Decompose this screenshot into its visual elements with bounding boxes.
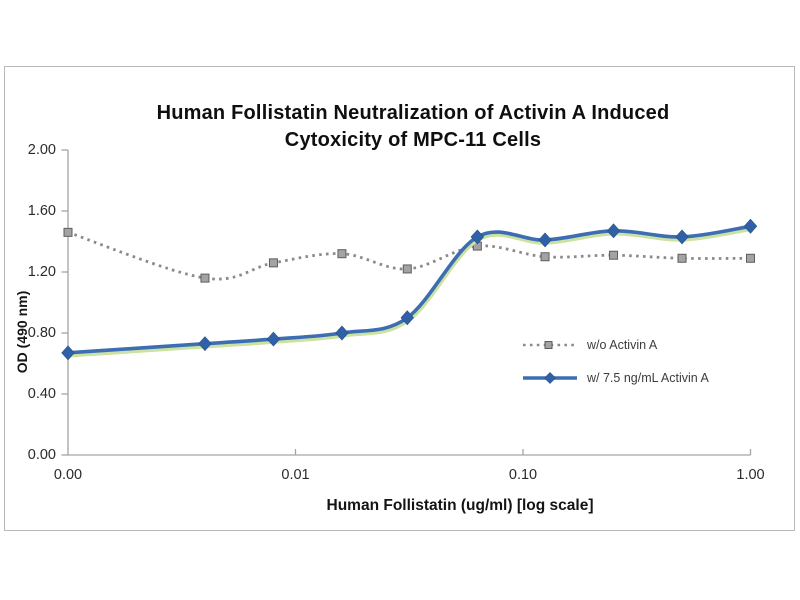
legend-label-with-activin: w/ 7.5 ng/mL Activin A <box>587 371 709 385</box>
marker-square-wo-activin <box>337 249 347 259</box>
marker-diamond-with-activin <box>470 229 485 245</box>
marker-square-wo-activin <box>200 273 210 283</box>
legend: w/o Activin A w/ 7.5 ng/mL Activin A <box>521 336 709 402</box>
marker-square-wo-activin <box>402 264 412 274</box>
marker-diamond-with-activin <box>675 229 689 245</box>
y-tick-label: 2.00 <box>27 142 56 158</box>
legend-item-wo-activin: w/o Activin A <box>521 336 709 354</box>
solid-line-diamond-marker-icon <box>523 372 577 384</box>
x-tick-label: 0.00 <box>53 467 83 483</box>
marker-diamond-with-activin <box>198 336 212 352</box>
chart-title-line2: Cytoxicity of MPC-11 Cells <box>284 129 542 151</box>
y-tick-label: 1.60 <box>27 203 56 219</box>
chart-title-line1: Human Follistatin Neutralization of Acti… <box>156 102 670 124</box>
x-axis-title: Human Follistatin (ug/ml) [log scale] <box>326 497 594 514</box>
marker-diamond-with-activin <box>538 232 552 248</box>
series-line-with-activin <box>66 224 753 355</box>
marker-diamond-with-activin <box>743 218 758 234</box>
legend-item-with-activin: w/ 7.5 ng/mL Activin A <box>521 369 709 387</box>
dotted-line-square-marker-icon <box>523 341 575 349</box>
marker-square-wo-activin <box>540 252 550 262</box>
marker-square-wo-activin <box>63 227 73 237</box>
chart-panel <box>4 66 795 531</box>
marker-square-wo-activin <box>746 253 755 263</box>
plot-area <box>61 149 758 456</box>
marker-square-wo-activin <box>677 253 687 263</box>
x-tick-label: 1.00 <box>736 467 765 483</box>
marker-diamond-with-activin <box>335 325 349 341</box>
chart-title: Human Follistatin Neutralization of Acti… <box>68 100 758 154</box>
x-tick-label: 0.10 <box>508 467 538 483</box>
marker-diamond-with-activin <box>606 223 621 239</box>
axis-lines <box>67 150 751 456</box>
marker-diamond-with-activin <box>400 310 414 326</box>
marker-diamond-with-activin <box>61 345 75 361</box>
y-tick-label: 1.20 <box>27 264 56 280</box>
y-tick-label: 0.80 <box>27 325 56 341</box>
y-tick-label: 0.40 <box>27 386 56 402</box>
legend-square-marker <box>544 341 553 349</box>
legend-diamond-marker <box>544 372 556 384</box>
marker-diamond-with-activin <box>266 331 281 347</box>
x-tick-label: 0.01 <box>281 467 310 483</box>
legend-label-wo-activin: w/o Activin A <box>587 338 658 352</box>
marker-square-wo-activin <box>609 250 619 260</box>
marker-square-wo-activin <box>268 258 278 268</box>
y-tick-label: 0.00 <box>27 447 56 463</box>
